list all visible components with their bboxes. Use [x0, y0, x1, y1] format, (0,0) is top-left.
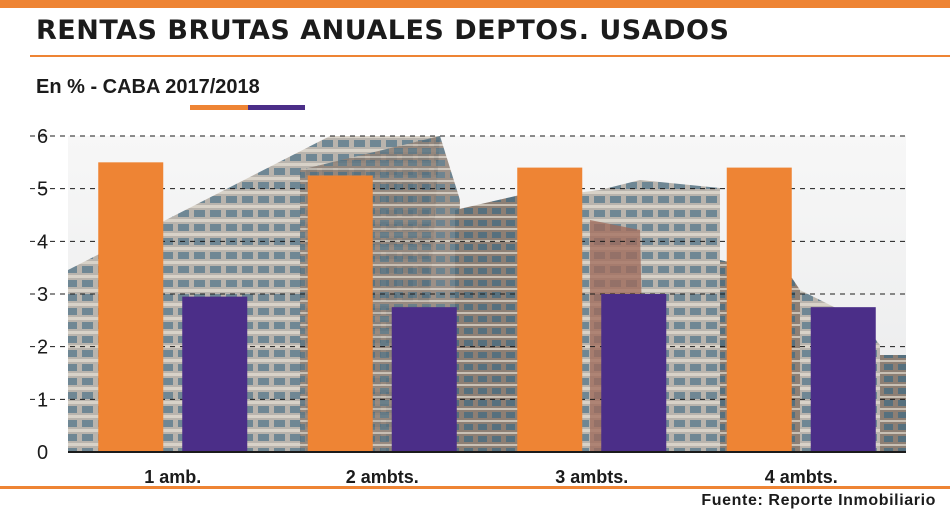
y-tick-label: 4: [37, 231, 48, 253]
chart-subtitle: En % - CABA 2017/2018: [36, 76, 260, 98]
bar-2017: [726, 167, 792, 452]
y-tick-label: 0: [37, 442, 48, 464]
bar-2018: [810, 307, 876, 452]
bars-group: [98, 162, 876, 453]
y-tick-label: 2: [37, 337, 48, 359]
top-accent-bar: [0, 0, 950, 8]
bar-2018: [182, 296, 248, 452]
legend-swatch-2018: [248, 105, 305, 110]
y-axis-ticks: 0 1 2 3 4 5 6: [37, 126, 48, 464]
source-note: Fuente: Reporte Inmobiliario: [701, 492, 936, 509]
x-category-label: 4 ambts.: [765, 467, 838, 484]
title-divider: [30, 55, 950, 57]
y-tick-label: 1: [37, 389, 48, 411]
x-category-label: 1 amb.: [144, 467, 201, 484]
x-category-label: 3 ambts.: [555, 467, 628, 484]
bar-2018: [391, 307, 457, 452]
y-tick-label: 5: [37, 179, 48, 201]
footer-divider: [0, 486, 950, 489]
y-tick-label: 6: [37, 126, 48, 148]
bar-chart: 0 1 2 3 4 5 6 1 amb. 2 ambts. 3 ambts. 4 ambts.: [30, 126, 906, 484]
x-axis-labels: 1 amb. 2 ambts. 3 ambts. 4 ambts.: [144, 467, 838, 484]
bar-2017: [517, 167, 583, 452]
chart-title: RENTAS BRUTAS ANUALES DEPTOS. USADOS: [36, 15, 730, 46]
bar-2018: [601, 294, 667, 452]
bar-2017: [98, 162, 164, 453]
y-tick-label: 3: [37, 284, 48, 306]
legend-swatch-2017: [190, 105, 248, 110]
x-category-label: 2 ambts.: [346, 467, 419, 484]
bar-2017: [307, 175, 373, 452]
